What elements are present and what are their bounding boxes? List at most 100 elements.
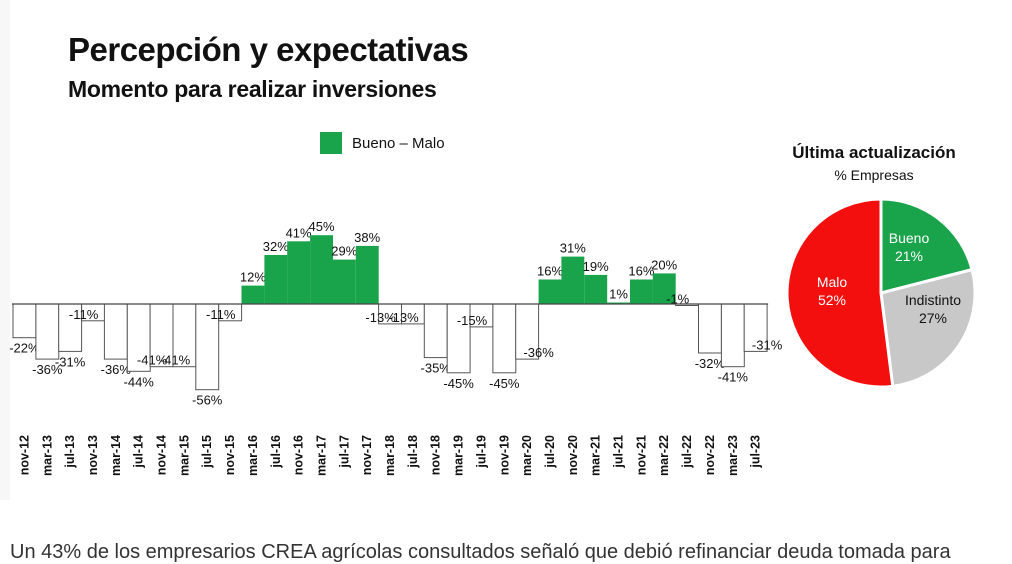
pie-slice-bueno: [879, 197, 974, 295]
bar-nov-17: [355, 245, 379, 304]
x-tick-jul-15: jul-15: [200, 435, 214, 469]
data-label-jul-15: -56%: [192, 393, 223, 408]
data-label-nov-18: -35%: [421, 361, 452, 376]
pie-title: Última actualización: [792, 143, 956, 162]
data-label-jul-18: -13%: [388, 310, 419, 325]
data-label-jul-19: -15%: [457, 313, 488, 328]
bar-mar-17: [310, 235, 333, 304]
chart-title: Percepción y expectativas: [68, 31, 469, 68]
pie-subtitle: % Empresas: [834, 167, 914, 183]
data-label-mar-20: -36%: [523, 345, 554, 360]
bar-nov-16: [287, 241, 311, 304]
x-tick-jul-18: jul-18: [406, 435, 420, 469]
data-label-jul-13: -31%: [55, 354, 86, 369]
left-edge-strip: [0, 0, 10, 500]
pie-slice-indistinto: [879, 267, 977, 388]
x-tick-nov-21: nov-21: [634, 435, 648, 475]
x-tick-jul-17: jul-17: [337, 435, 351, 469]
x-tick-mar-16: mar-16: [246, 435, 260, 476]
data-label-jul-17: 29%: [331, 244, 357, 259]
x-tick-mar-20: mar-20: [520, 435, 534, 476]
bar-jul-20: [538, 279, 562, 304]
data-label-mar-23: -41%: [718, 370, 749, 385]
x-tick-mar-17: mar-17: [315, 435, 329, 476]
bar-mar-21: [584, 274, 608, 304]
bar-jul-21: [607, 302, 630, 304]
x-tick-jul-23: jul-23: [749, 435, 763, 469]
x-tick-jul-20: jul-20: [543, 435, 557, 469]
bar-chart: -22% nov-12 -36% mar-13 -31% jul-13 -11% nov-13…: [9, 219, 783, 476]
article-paragraph: Un 43% de los empresarios CREA agrícolas…: [10, 541, 951, 563]
chart-figure: Percepción y expectativas Momento para r…: [9, 31, 977, 476]
x-tick-nov-17: nov-17: [360, 435, 374, 475]
data-label-mar-16: 12%: [240, 270, 266, 285]
data-label-mar-17: 45%: [308, 219, 334, 234]
data-label-nov-13: -11%: [69, 307, 99, 322]
data-label-mar-13: -36%: [32, 362, 63, 377]
data-label-mar-22: 20%: [651, 257, 677, 272]
data-label-jul-23: -31%: [752, 337, 783, 352]
data-label-jul-14: -44%: [124, 374, 155, 389]
data-label-nov-15: -11%: [206, 307, 236, 322]
x-tick-nov-20: nov-20: [566, 435, 580, 475]
x-tick-mar-22: mar-22: [657, 435, 671, 476]
x-tick-nov-13: nov-13: [86, 435, 100, 475]
x-tick-nov-18: nov-18: [429, 435, 443, 475]
bar-nov-22: [698, 303, 722, 354]
pie-value-malo: 52%: [818, 292, 846, 308]
x-tick-jul-13: jul-13: [63, 435, 77, 469]
x-tick-nov-16: nov-16: [292, 435, 306, 475]
bar-nov-20: [561, 256, 585, 304]
bar-nov-19: [492, 303, 517, 374]
chart-subtitle: Momento para realizar inversiones: [68, 76, 437, 102]
bar-mar-14: [103, 303, 128, 360]
x-tick-jul-14: jul-14: [132, 435, 146, 469]
data-label-mar-14: -36%: [101, 362, 132, 377]
x-tick-mar-21: mar-21: [589, 435, 603, 476]
bar-mar-13: [35, 303, 60, 360]
data-label-mar-18: -13%: [365, 310, 396, 325]
data-label-nov-21: 16%: [628, 264, 654, 279]
x-tick-mar-18: mar-18: [383, 435, 397, 476]
x-tick-jul-22: jul-22: [680, 435, 694, 469]
x-tick-nov-22: nov-22: [703, 435, 717, 475]
pie-label-indistinto: Indistinto: [905, 292, 961, 308]
pie-label-malo: Malo: [817, 274, 848, 290]
data-label-jul-21: 1%: [609, 287, 628, 302]
x-tick-mar-23: mar-23: [726, 435, 740, 476]
data-label-nov-22: -32%: [695, 356, 726, 371]
bar-mar-16: [241, 285, 265, 304]
bar-mar-23: [720, 303, 745, 368]
data-label-nov-12: -22%: [9, 341, 40, 356]
data-label-nov-14: -41%: [137, 353, 168, 368]
bar-nov-21: [630, 279, 653, 304]
legend: Bueno – Malo: [320, 132, 445, 154]
legend-swatch: [320, 132, 342, 154]
bar-mar-22: [652, 273, 676, 304]
x-tick-nov-14: nov-14: [155, 435, 169, 475]
data-label-nov-19: -45%: [489, 376, 520, 391]
data-label-mar-15: -41%: [160, 353, 191, 368]
data-label-nov-16: 41%: [286, 225, 312, 240]
x-tick-jul-19: jul-19: [474, 435, 488, 469]
pie-value-indistinto: 27%: [919, 310, 947, 326]
bar-jul-16: [264, 255, 288, 304]
pie-value-bueno: 21%: [895, 248, 923, 264]
bar-nov-18: [423, 303, 448, 359]
pie-chart: Bueno 21% Indistinto 27% Malo 52%: [785, 197, 977, 389]
data-label-mar-19: -45%: [443, 376, 474, 391]
x-tick-mar-14: mar-14: [109, 435, 123, 476]
x-tick-nov-19: nov-19: [497, 435, 511, 475]
x-tick-mar-13: mar-13: [40, 435, 54, 476]
data-label-jul-16: 32%: [263, 239, 289, 254]
legend-label: Bueno – Malo: [352, 134, 445, 152]
bar-jul-17: [332, 259, 356, 304]
data-label-nov-20: 31%: [560, 241, 586, 256]
x-tick-jul-16: jul-16: [269, 435, 283, 469]
x-tick-nov-15: nov-15: [223, 435, 237, 475]
data-label-nov-17: 38%: [354, 230, 380, 245]
bar-nov-12: [12, 303, 37, 339]
data-label-jul-20: 16%: [537, 264, 563, 279]
pie-slice-malo: [785, 197, 895, 389]
data-label-jul-22: -1%: [666, 292, 690, 307]
